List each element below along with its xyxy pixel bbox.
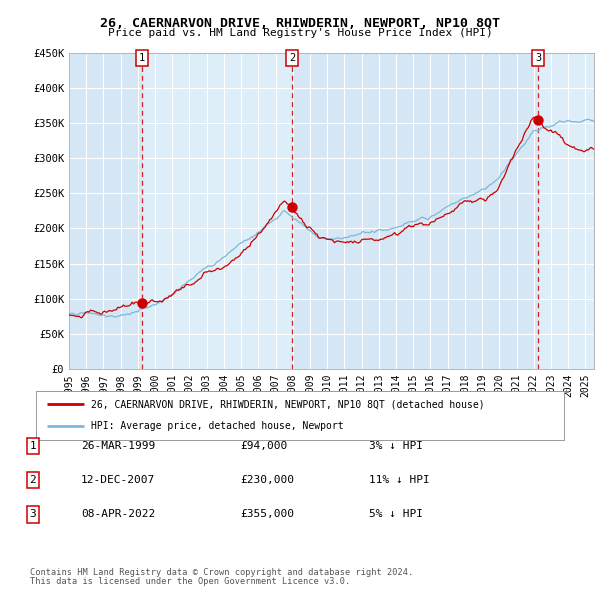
Text: Price paid vs. HM Land Registry's House Price Index (HPI): Price paid vs. HM Land Registry's House … — [107, 28, 493, 38]
Text: 12-DEC-2007: 12-DEC-2007 — [81, 476, 155, 485]
Text: Contains HM Land Registry data © Crown copyright and database right 2024.: Contains HM Land Registry data © Crown c… — [30, 568, 413, 577]
Text: 26, CAERNARVON DRIVE, RHIWDERIN, NEWPORT, NP10 8QT: 26, CAERNARVON DRIVE, RHIWDERIN, NEWPORT… — [100, 17, 500, 30]
Bar — [69, 53, 142, 369]
Text: 3: 3 — [535, 53, 542, 63]
Text: 5% ↓ HPI: 5% ↓ HPI — [369, 510, 423, 519]
Text: 2: 2 — [289, 53, 295, 63]
Text: 3% ↓ HPI: 3% ↓ HPI — [369, 441, 423, 451]
Text: £230,000: £230,000 — [240, 476, 294, 485]
Text: 26, CAERNARVON DRIVE, RHIWDERIN, NEWPORT, NP10 8QT (detached house): 26, CAERNARVON DRIVE, RHIWDERIN, NEWPORT… — [91, 399, 485, 409]
Bar — [292, 53, 538, 369]
Text: 1: 1 — [139, 53, 145, 63]
Text: 11% ↓ HPI: 11% ↓ HPI — [369, 476, 430, 485]
Text: 2: 2 — [29, 476, 37, 485]
Text: 08-APR-2022: 08-APR-2022 — [81, 510, 155, 519]
Text: 3: 3 — [29, 510, 37, 519]
Text: 26-MAR-1999: 26-MAR-1999 — [81, 441, 155, 451]
Text: 1: 1 — [29, 441, 37, 451]
Text: HPI: Average price, detached house, Newport: HPI: Average price, detached house, Newp… — [91, 421, 344, 431]
Text: £94,000: £94,000 — [240, 441, 287, 451]
Text: This data is licensed under the Open Government Licence v3.0.: This data is licensed under the Open Gov… — [30, 578, 350, 586]
Text: £355,000: £355,000 — [240, 510, 294, 519]
